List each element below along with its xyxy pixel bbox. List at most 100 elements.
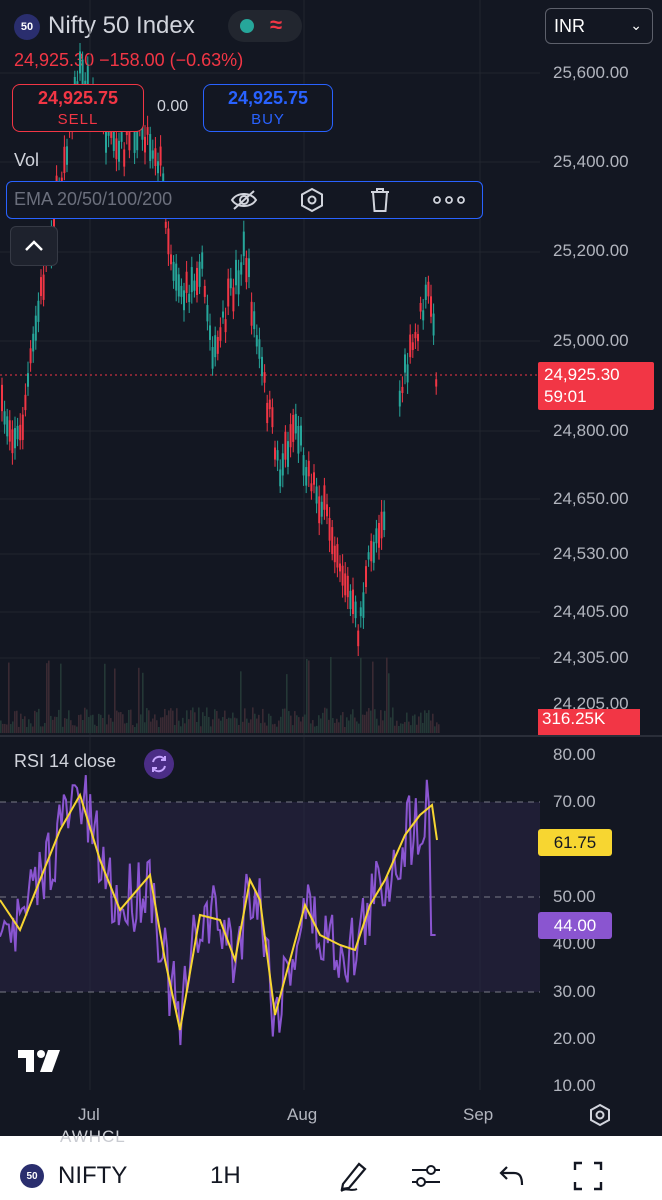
settings-hexagon-icon[interactable] <box>298 186 326 214</box>
symbol-title[interactable]: Nifty 50 Index <box>48 12 195 39</box>
candle-body <box>81 59 84 86</box>
tradingview-logo-icon[interactable] <box>16 1046 68 1079</box>
candle-body <box>42 274 45 300</box>
volume-bar <box>106 724 108 733</box>
price-axis-label: 25,600.00 <box>553 63 629 82</box>
interval-button[interactable]: 1H <box>210 1162 241 1189</box>
collapse-legend-button[interactable] <box>10 226 58 266</box>
candle-body <box>417 334 419 342</box>
indicators-sliders-icon[interactable] <box>408 1160 444 1192</box>
volume-bar <box>410 725 412 733</box>
volume-bar <box>298 717 300 733</box>
volume-bar <box>270 715 272 733</box>
rsi-value-tag: 44.00 <box>538 912 612 939</box>
volume-bar <box>370 710 372 733</box>
drawing-pen-icon[interactable] <box>336 1160 372 1192</box>
volume-bar <box>234 717 236 733</box>
volume-bar <box>210 726 212 733</box>
candle-body <box>227 278 230 307</box>
candle-body <box>198 261 201 287</box>
candle-body <box>359 607 362 617</box>
volume-bar <box>176 708 178 733</box>
candle-body <box>354 601 357 619</box>
volume-bar <box>110 718 112 733</box>
candle-body <box>224 319 227 333</box>
volume-bar <box>296 715 298 733</box>
candle-body <box>383 511 386 531</box>
price-axis-label: 24,305.00 <box>553 648 629 667</box>
fullscreen-icon[interactable] <box>570 1160 606 1192</box>
candle-body <box>209 325 211 340</box>
volume-bar <box>24 716 26 733</box>
candle-body <box>352 589 354 614</box>
hide-eye-icon[interactable] <box>230 186 258 214</box>
candle-body <box>40 277 42 296</box>
sell-button[interactable]: 24,925.75 SELL <box>12 84 144 132</box>
undo-arrow-icon[interactable] <box>494 1160 530 1192</box>
volume-bar <box>426 712 428 733</box>
volume-bar <box>56 716 58 733</box>
candle-body <box>378 522 380 548</box>
volume-bar <box>64 718 66 733</box>
volume-bar <box>76 726 78 733</box>
candle-body <box>1 384 3 412</box>
volume-bar <box>58 709 60 733</box>
candle-body <box>242 231 245 257</box>
candle-body <box>21 414 24 440</box>
volume-bar <box>212 719 214 733</box>
volume-bar <box>404 722 406 733</box>
candle-body <box>27 373 29 387</box>
volume-bar <box>434 726 436 733</box>
volume-bar <box>420 712 422 733</box>
volume-bar <box>256 718 258 733</box>
volume-bar <box>230 718 232 733</box>
volume-bar <box>218 718 220 733</box>
currency-select[interactable]: INR ⌄ <box>545 8 653 44</box>
candle-body <box>120 130 123 142</box>
volume-bar <box>280 716 282 733</box>
volume-bar <box>228 717 230 733</box>
volume-bar <box>248 722 250 733</box>
volume-bar <box>374 709 376 733</box>
candle-body <box>8 420 11 442</box>
volume-bar <box>46 663 48 733</box>
axis-settings-gear-icon[interactable] <box>588 1103 612 1132</box>
delete-trash-icon[interactable] <box>366 186 394 214</box>
candle-body <box>411 342 414 351</box>
candle-body <box>255 335 258 347</box>
candle-body <box>307 460 310 477</box>
candle-body <box>211 347 214 369</box>
volume-bar <box>90 715 92 733</box>
volume-bar <box>116 710 118 733</box>
candle-body <box>245 257 248 283</box>
buy-button[interactable]: 24,925.75 BUY <box>203 84 333 132</box>
candle-body <box>315 486 318 504</box>
volume-bar <box>148 710 150 733</box>
price-chart[interactable] <box>0 0 662 1100</box>
volume-bar <box>260 723 262 733</box>
candle-body <box>235 259 237 286</box>
volume-bar <box>330 657 332 733</box>
candle-body <box>151 150 154 159</box>
candle-body <box>149 134 152 162</box>
volume-bar <box>250 719 252 733</box>
ema-legend-label[interactable]: EMA 20/50/100/200 <box>14 189 173 209</box>
volume-bar <box>338 722 340 733</box>
candle-body <box>229 278 232 289</box>
volume-bar <box>366 711 368 733</box>
rsi-legend-label[interactable]: RSI 14 close <box>14 751 117 771</box>
volume-legend[interactable]: Vol <box>14 150 40 170</box>
volume-bar <box>408 721 410 733</box>
volume-bar <box>152 718 154 733</box>
volume-bar <box>384 710 386 733</box>
more-options-icon[interactable] <box>432 186 466 214</box>
volume-bar <box>98 713 100 733</box>
volume-bar <box>360 657 362 733</box>
candle-body <box>326 504 328 517</box>
volume-bar <box>364 714 366 733</box>
bottom-symbol-button[interactable]: NIFTY <box>58 1162 128 1189</box>
volume-bar <box>278 720 280 733</box>
candle-body <box>323 485 326 510</box>
candle-body <box>341 565 344 586</box>
rsi-refresh-icon[interactable] <box>144 749 174 779</box>
